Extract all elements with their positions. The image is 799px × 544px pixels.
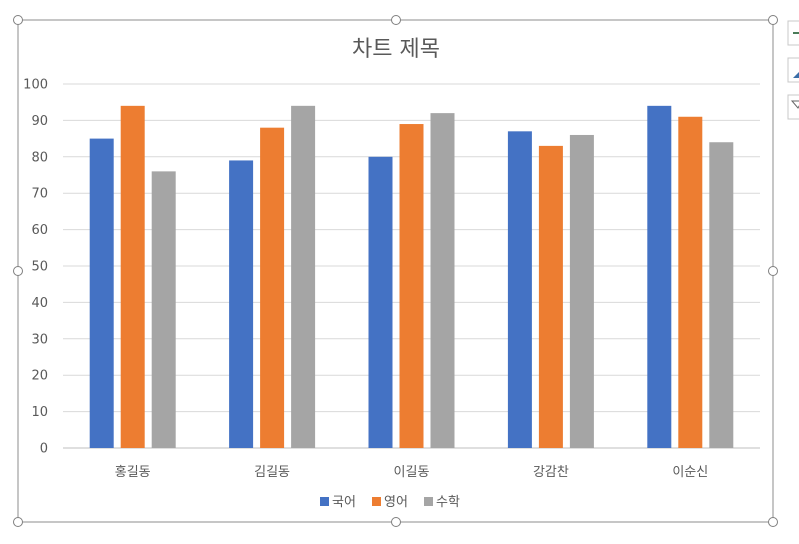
x-category-label: 이순신 (672, 465, 708, 480)
bar-국어-홍길동[interactable] (89, 138, 114, 448)
bar-수학-김길동[interactable] (291, 105, 316, 448)
resize-handle[interactable] (391, 15, 401, 25)
bar-영어-강감찬[interactable] (538, 145, 563, 448)
chart-styles-button[interactable] (787, 57, 799, 83)
y-tick-label: 100 (23, 78, 48, 93)
y-tick-label: 50 (31, 260, 48, 275)
bar-영어-김길동[interactable] (260, 127, 285, 449)
bar-국어-김길동[interactable] (229, 160, 254, 448)
legend-swatch-국어 (320, 497, 329, 506)
resize-handle[interactable] (13, 517, 23, 527)
x-axis: 홍길동 김길동 이길동 강감찬 이순신 (115, 465, 708, 480)
y-tick-label: 0 (40, 442, 48, 457)
legend[interactable]: 국어 영어 수학 (320, 495, 460, 510)
bars (89, 105, 734, 449)
chart-title[interactable]: 차트 제목 (352, 37, 440, 62)
y-tick-label: 40 (31, 296, 48, 311)
y-axis: 0 10 20 30 40 50 60 70 80 90 100 (23, 78, 48, 457)
chart-side-buttons[interactable] (787, 20, 799, 120)
x-category-label: 강감찬 (533, 465, 569, 480)
x-category-label: 김길동 (254, 465, 290, 480)
legend-swatch-수학 (424, 497, 433, 506)
bar-국어-이순신[interactable] (647, 105, 672, 448)
legend-label: 수학 (436, 495, 460, 510)
bar-수학-강감찬[interactable] (569, 134, 594, 448)
legend-label: 영어 (384, 495, 408, 510)
bar-수학-이길동[interactable] (430, 113, 455, 449)
y-tick-label: 60 (31, 223, 48, 238)
y-tick-label: 70 (31, 187, 48, 202)
resize-handle[interactable] (391, 517, 401, 527)
bar-수학-이순신[interactable] (709, 142, 734, 449)
y-tick-label: 90 (31, 114, 48, 129)
resize-handle[interactable] (13, 266, 23, 276)
legend-swatch-영어 (372, 497, 381, 506)
resize-handle[interactable] (768, 517, 778, 527)
bar-영어-홍길동[interactable] (120, 105, 145, 448)
y-tick-label: 10 (31, 405, 48, 420)
legend-label: 국어 (332, 495, 356, 510)
chart-filters-button[interactable] (787, 94, 799, 120)
chart-styles-brush-icon (793, 72, 799, 78)
x-category-label: 이길동 (394, 465, 430, 480)
resize-handle[interactable] (13, 15, 23, 25)
bar-수학-홍길동[interactable] (151, 171, 176, 449)
bar-국어-이길동[interactable] (368, 156, 393, 449)
chart-elements-plus-icon (793, 32, 799, 34)
y-tick-label: 80 (31, 150, 48, 165)
y-tick-label: 30 (31, 332, 48, 347)
resize-handle[interactable] (768, 15, 778, 25)
chart-filters-funnel-icon (790, 100, 799, 109)
bar-영어-이순신[interactable] (678, 116, 703, 448)
selection-handles[interactable] (13, 15, 778, 527)
y-tick-label: 20 (31, 369, 48, 384)
bar-국어-강감찬[interactable] (507, 131, 532, 448)
resize-handle[interactable] (768, 266, 778, 276)
x-category-label: 홍길동 (115, 465, 151, 480)
bar-영어-이길동[interactable] (399, 124, 424, 448)
